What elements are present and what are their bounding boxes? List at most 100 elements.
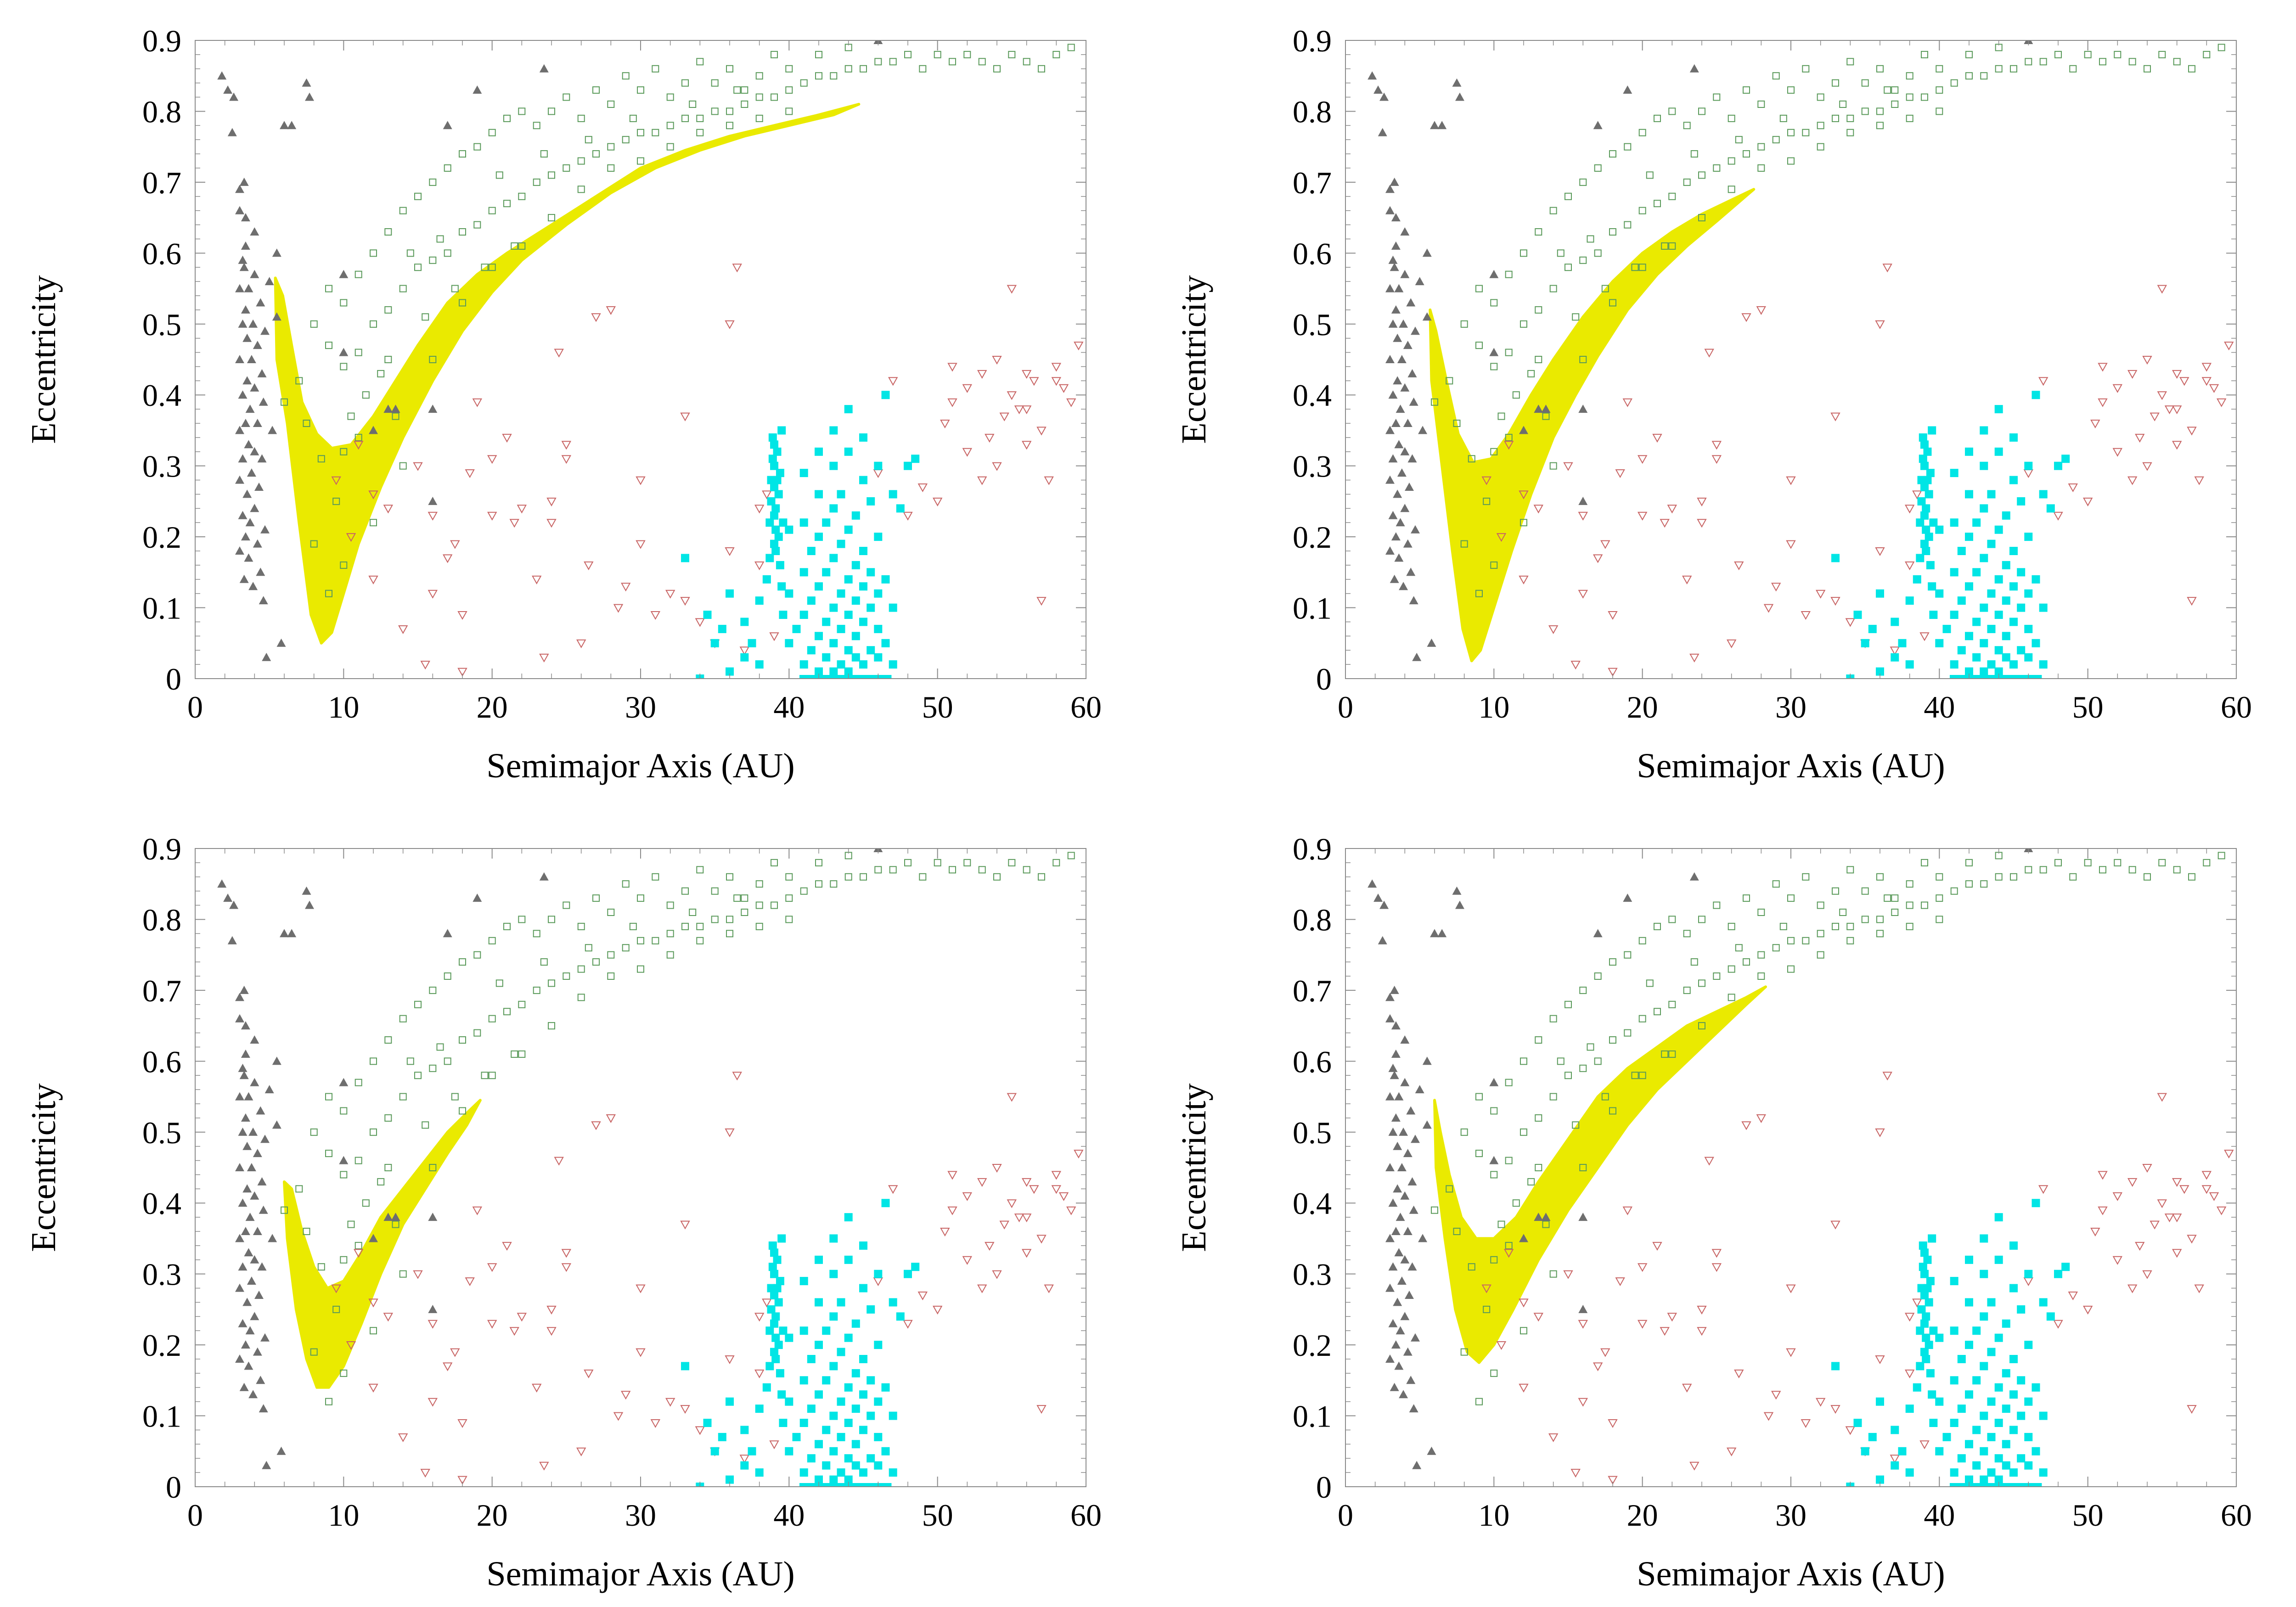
gray-triangle-point [339, 270, 349, 278]
cyan-square-point [807, 1454, 816, 1463]
red-triangle-point [680, 412, 690, 421]
gray-triangle-point [383, 1213, 393, 1221]
green-square-point [949, 58, 956, 66]
green-square-point [1817, 93, 1824, 101]
cyan-square-point [889, 1468, 897, 1477]
cyan-square-point [771, 547, 780, 555]
cyan-square-point [851, 596, 860, 605]
y-tick-label: 0.6 [142, 236, 181, 271]
green-square-point [755, 114, 763, 122]
red-triangle-point [1044, 476, 1054, 485]
gray-triangle-point [256, 1106, 265, 1115]
green-square-point [1468, 455, 1475, 463]
red-triangle-point [1066, 1206, 1076, 1215]
green-square-point [1483, 1305, 1491, 1313]
green-square-point [785, 894, 793, 902]
green-square-point [637, 937, 644, 944]
x-tick-label: 20 [1627, 690, 1658, 725]
gray-triangle-point [238, 390, 248, 399]
gray-triangle-point [241, 1021, 250, 1030]
green-square-point [1832, 114, 1839, 122]
green-square-point [340, 299, 348, 307]
cyan-square-point [2039, 490, 2048, 499]
cyan-square-point [773, 476, 782, 484]
gray-triangle-point [217, 879, 227, 888]
green-square-point [1601, 1093, 1609, 1101]
gray-triangle-point [1388, 1198, 1398, 1207]
y-tick-label: 0.1 [142, 1399, 181, 1434]
green-square-point [577, 185, 585, 193]
gray-triangle-point [1391, 1340, 1401, 1349]
red-triangle-point [1801, 611, 1811, 620]
red-triangle-point [2179, 1185, 2189, 1194]
gray-triangle-point [1406, 298, 1416, 307]
gray-triangle-point [1455, 92, 1464, 101]
cyan-square-point [1926, 1277, 1935, 1286]
gray-triangle-point [1400, 1312, 1410, 1320]
red-triangle-point [732, 1072, 742, 1081]
green-square-point [1512, 1199, 1520, 1207]
red-triangle-point [1570, 1469, 1581, 1478]
green-square-point [1527, 1178, 1535, 1186]
red-triangle-point [1007, 1199, 1017, 1208]
cyan-square-point [1876, 1397, 1884, 1406]
green-square-point [392, 412, 400, 420]
green-square-point [889, 866, 897, 874]
green-square-point [1861, 887, 1869, 895]
red-triangle-point [1051, 363, 1062, 372]
cyan-square-point [770, 483, 778, 491]
gray-triangle-point [1412, 652, 1422, 661]
green-square-point [1668, 1000, 1676, 1008]
green-square-point [370, 1128, 377, 1136]
red-triangle-point [1496, 1341, 1507, 1350]
cyan-square-point [2017, 497, 2026, 506]
gray-triangle-point [1411, 525, 1420, 534]
gray-triangle-point [253, 341, 262, 349]
green-square-point [607, 909, 615, 916]
cyan-square-point [771, 525, 780, 534]
gray-triangle-point [280, 121, 289, 129]
cyan-square-point [718, 1433, 726, 1441]
red-triangle-point [754, 1369, 765, 1378]
gray-triangle-point [241, 1113, 250, 1122]
gray-triangle-point [260, 1135, 270, 1143]
gray-triangle-point [1391, 1021, 1401, 1030]
gray-triangle-point [391, 405, 400, 413]
cyan-square-point [815, 1341, 823, 1349]
green-square-point [444, 249, 451, 257]
cyan-square-point [859, 1355, 867, 1363]
gray-triangle-point [250, 504, 259, 512]
cyan-square-point [779, 1419, 788, 1427]
green-square-point [1549, 1093, 1557, 1101]
red-triangle-point [947, 1206, 957, 1215]
gray-triangle-point [259, 1205, 268, 1214]
red-triangle-point [769, 1440, 779, 1450]
green-square-point [1965, 51, 1973, 58]
cyan-square-point [1987, 539, 1996, 548]
cyan-square-point [1980, 1411, 1988, 1420]
cyan-square-point [822, 653, 831, 662]
plot-area [1367, 848, 2234, 1487]
cyan-square-point [1905, 660, 1914, 669]
red-triangle-point [1519, 490, 1529, 500]
cyan-square-point [1972, 1376, 1981, 1385]
cyan-square-point [2009, 547, 2018, 555]
cyan-square-point [785, 1397, 793, 1406]
green-square-point [488, 129, 496, 136]
gray-triangle-point [260, 1333, 270, 1342]
red-triangle-point [620, 583, 631, 592]
red-triangle-point [413, 462, 423, 471]
green-square-point [444, 1057, 451, 1065]
gray-triangle-point [1403, 539, 1412, 548]
cyan-square-point [1922, 525, 1930, 534]
red-triangle-point [2082, 497, 2093, 506]
green-square-point [406, 249, 414, 257]
gray-triangle-point [253, 1149, 262, 1157]
green-square-point [711, 107, 719, 115]
cyan-square-point [844, 525, 853, 534]
red-triangle-point [487, 1320, 497, 1329]
cyan-square-point [844, 575, 853, 584]
green-square-point [689, 909, 697, 916]
red-triangle-point [2142, 1270, 2152, 1279]
gray-triangle-point [244, 553, 253, 562]
